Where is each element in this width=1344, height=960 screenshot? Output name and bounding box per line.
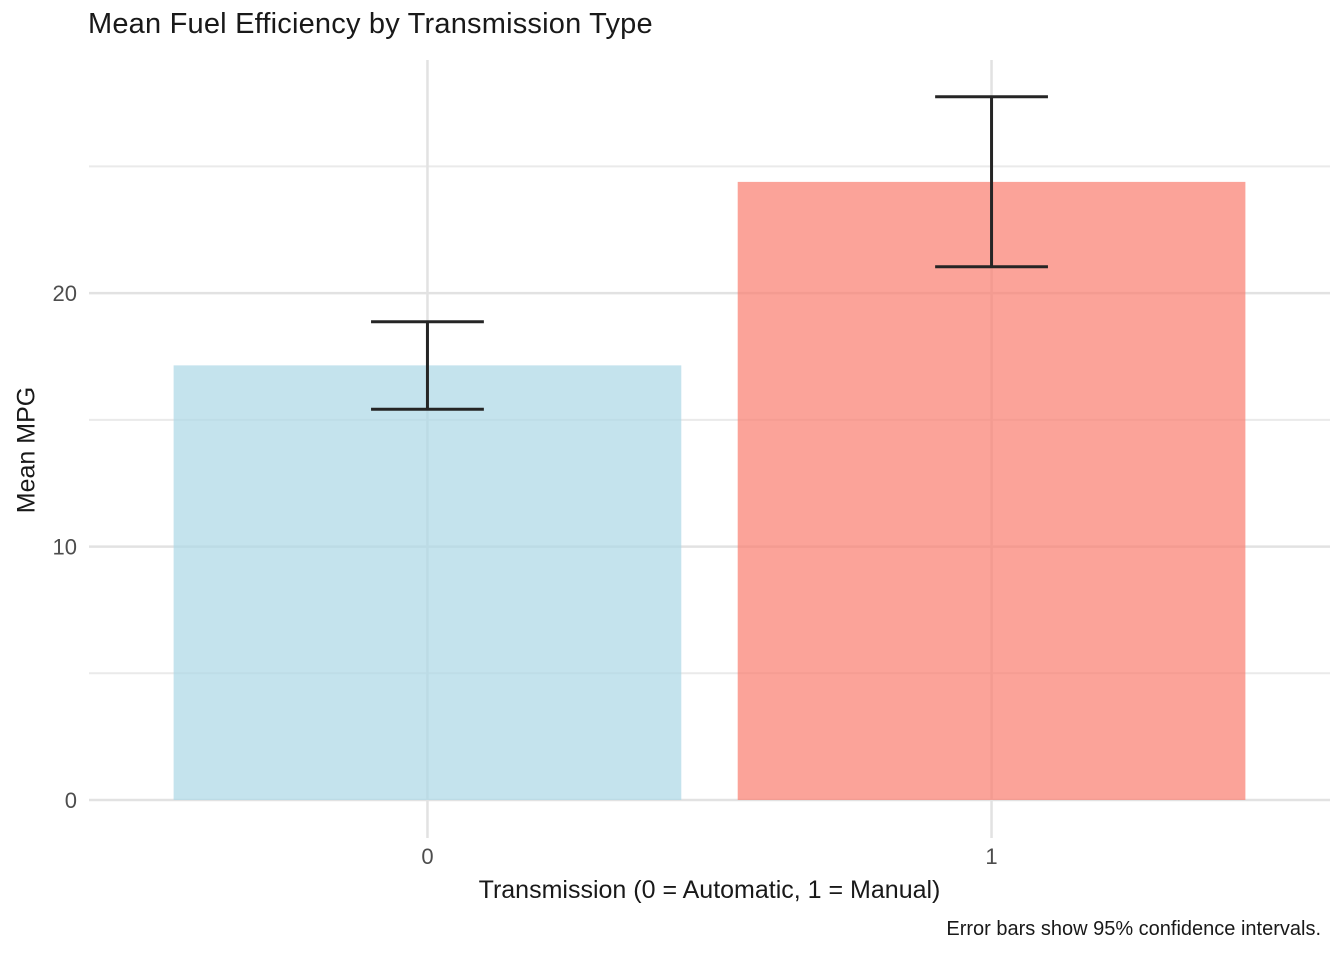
x-axis-title: Transmission (0 = Automatic, 1 = Manual)	[478, 876, 941, 904]
x-tick-label: 1	[985, 844, 997, 869]
y-tick-label: 10	[53, 535, 77, 560]
bar	[173, 365, 682, 800]
x-tick-label: 0	[421, 844, 433, 869]
y-tick-label: 20	[53, 281, 77, 306]
bar	[737, 181, 1246, 800]
chart-title: Mean Fuel Efficiency by Transmission Typ…	[88, 8, 653, 40]
chart-caption: Error bars show 95% confidence intervals…	[946, 918, 1321, 940]
y-axis-title: Mean MPG	[12, 386, 41, 514]
y-tick-label: 0	[65, 788, 77, 813]
